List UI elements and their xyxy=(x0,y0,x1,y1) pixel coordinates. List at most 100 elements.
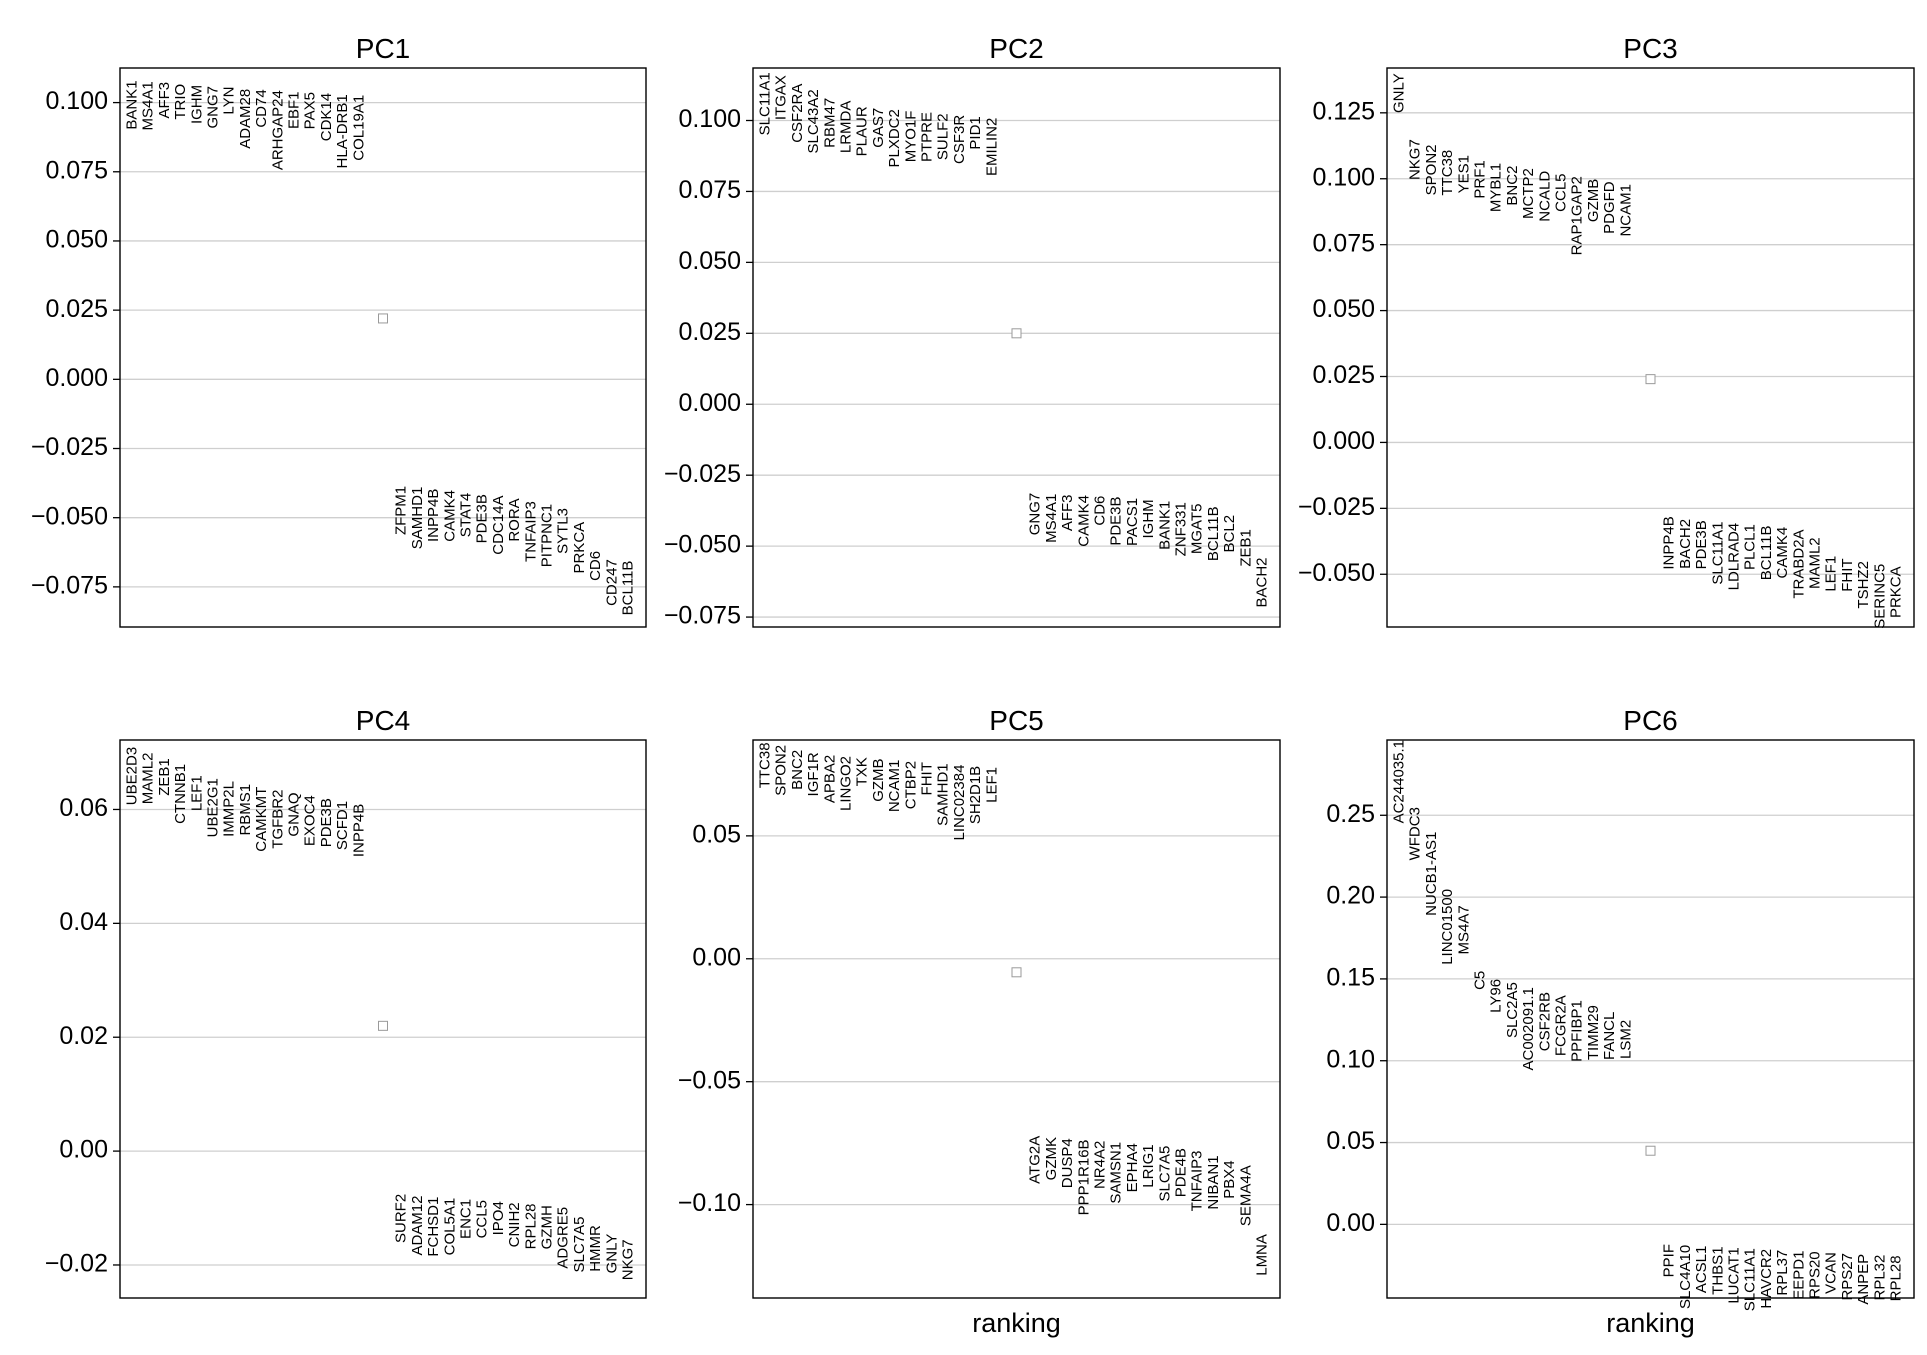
y-tick-label: 0.100 xyxy=(678,105,741,133)
gene-label: APBA2 xyxy=(821,755,838,803)
gene-label: SLC2A5 xyxy=(1504,982,1521,1038)
gene-label: LSM2 xyxy=(1617,1020,1634,1059)
gene-label: FCHSD1 xyxy=(425,1197,442,1257)
gene-label: FCGR2A xyxy=(1553,995,1570,1056)
gene-label: HMMR xyxy=(587,1225,604,1272)
gene-label: BANK1 xyxy=(124,80,141,129)
panel-title: PC1 xyxy=(356,33,410,64)
y-tick-label: 0.000 xyxy=(678,389,741,417)
gene-label: HAVCR2 xyxy=(1758,1249,1775,1309)
gene-label: RPS27 xyxy=(1839,1253,1856,1301)
gene-label: CD6 xyxy=(1092,496,1109,526)
panel-title: PC4 xyxy=(356,705,410,736)
gene-label: ZNF331 xyxy=(1173,502,1190,556)
gene-label: PLXDC2 xyxy=(886,109,903,167)
axes-frame xyxy=(119,739,647,1299)
center-marker xyxy=(1645,1145,1656,1156)
axes-frame xyxy=(119,67,647,628)
gene-label: STAT4 xyxy=(458,493,475,537)
y-tick-label: 0.050 xyxy=(1312,295,1375,323)
gene-label: EMILIN2 xyxy=(983,118,1000,176)
gene-label: PDGFD xyxy=(1601,181,1618,234)
gene-label: TSHZ2 xyxy=(1855,561,1872,609)
gene-label: YES1 xyxy=(1455,155,1472,193)
gene-label: GZMK xyxy=(1043,1137,1060,1180)
gene-label: GZMH xyxy=(539,1205,556,1249)
gene-label: CAMK4 xyxy=(441,490,458,542)
gene-label: EBF1 xyxy=(286,92,303,130)
gene-label: FHIT xyxy=(919,762,936,795)
y-tick-label: −0.050 xyxy=(1298,559,1375,587)
gene-label: HLA-DRB1 xyxy=(334,94,351,168)
gene-label: COL5A1 xyxy=(441,1198,458,1256)
gene-label: COL19A1 xyxy=(350,95,367,161)
gene-label: FHIT xyxy=(1839,558,1856,591)
gene-label: MS4A1 xyxy=(140,81,157,130)
y-tick-label: 0.000 xyxy=(1312,427,1375,455)
gene-label: SERINC5 xyxy=(1871,564,1888,629)
gene-label: LINGO2 xyxy=(838,756,855,811)
gene-label: CNIH2 xyxy=(506,1202,523,1247)
gene-label: INPP4B xyxy=(425,489,442,542)
gene-label: GNLY xyxy=(603,1234,620,1274)
gene-label: CSF2RB xyxy=(1536,992,1553,1051)
gene-label: LDLRAD4 xyxy=(1726,523,1743,591)
gene-label: NR4A2 xyxy=(1092,1141,1109,1189)
gene-label: BNC2 xyxy=(789,750,806,790)
gene-label: PID1 xyxy=(967,116,984,149)
gene-label: LYN xyxy=(221,87,238,115)
panel-pc5: 0.05 0.00 −0.05 −0.10 TTC38 SPON2 BNC2 IGF1R APB… xyxy=(678,705,1281,1338)
gene-label: VCAN xyxy=(1823,1252,1840,1294)
gene-label: MS4A1 xyxy=(1043,494,1060,543)
gene-label: INPP4B xyxy=(350,804,367,857)
y-tick-label: 0.05 xyxy=(1326,1127,1375,1155)
center-marker xyxy=(378,313,388,324)
gene-label: LEF1 xyxy=(188,775,205,811)
gene-label: MAML2 xyxy=(140,753,157,805)
axes-frame xyxy=(1386,67,1915,628)
gene-label: SCFD1 xyxy=(334,801,351,850)
gene-label: CDC14A xyxy=(490,496,507,555)
gene-label: GNG7 xyxy=(205,86,222,129)
gene-label: PACS1 xyxy=(1124,498,1141,546)
gene-label: SLC11A1 xyxy=(1742,1248,1759,1311)
gene-label: SAMHD1 xyxy=(409,487,426,550)
gene-label: LINC01500 xyxy=(1439,889,1456,965)
gene-label: PBX4 xyxy=(1221,1160,1238,1198)
gene-label: UBE2D3 xyxy=(124,747,141,805)
gene-label: ZEB1 xyxy=(156,758,173,796)
gene-label: PITPNC1 xyxy=(539,504,556,567)
gene-label: PTPRE xyxy=(919,112,936,162)
gene-label: TRABD2A xyxy=(1790,529,1807,598)
gene-label: CCL5 xyxy=(474,1200,491,1238)
gene-label: UBE2G1 xyxy=(205,778,222,837)
gene-label: GAS7 xyxy=(870,108,887,148)
gene-label: EEPD1 xyxy=(1790,1251,1807,1300)
gene-label: EPHA4 xyxy=(1124,1143,1141,1192)
gene-label: SLC7A5 xyxy=(571,1217,588,1273)
y-tick-label: 0.125 xyxy=(1312,97,1375,125)
gene-label: RBMS1 xyxy=(237,784,254,836)
gene-label: RPL32 xyxy=(1871,1255,1888,1301)
gene-label: GNLY xyxy=(1391,73,1408,113)
y-tick-label: 0.04 xyxy=(59,908,108,936)
gene-label: NCALD xyxy=(1536,171,1553,222)
gene-label: TIMM29 xyxy=(1585,1005,1602,1060)
gene-label: LRIG1 xyxy=(1140,1144,1157,1187)
gene-label: ADGRE5 xyxy=(555,1207,572,1269)
panel-title: PC6 xyxy=(1623,705,1677,736)
gene-label: ACSL1 xyxy=(1693,1246,1710,1294)
gene-label: IPO4 xyxy=(490,1201,507,1235)
y-tick-label: −0.10 xyxy=(678,1189,741,1217)
gene-label: PDE3B xyxy=(1108,496,1125,545)
gene-label: CAMKMT xyxy=(253,787,270,852)
gene-label: ZEB1 xyxy=(1237,529,1254,567)
gene-label: RBM47 xyxy=(821,98,838,148)
gene-label: SH2D1B xyxy=(967,766,984,824)
gene-label: GNG7 xyxy=(1027,493,1044,536)
gene-label: GNAQ xyxy=(286,792,303,836)
y-tick-label: 0.050 xyxy=(678,247,741,275)
y-tick-label: 0.02 xyxy=(59,1022,108,1050)
